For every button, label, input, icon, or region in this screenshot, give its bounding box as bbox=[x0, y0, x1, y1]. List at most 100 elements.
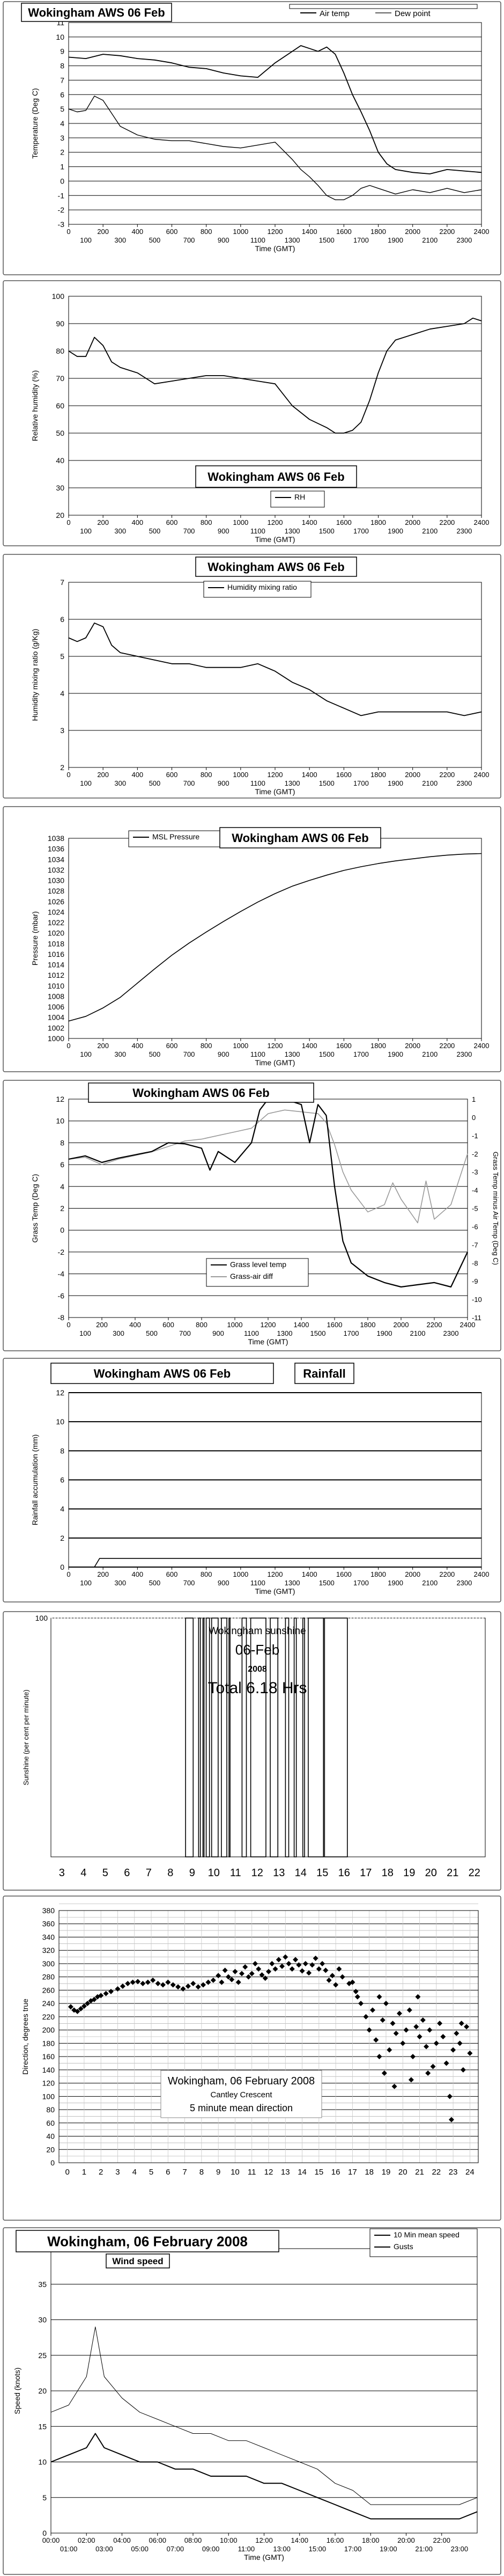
x-tick-label: 2100 bbox=[422, 236, 438, 244]
direction-point bbox=[417, 2034, 423, 2039]
x-tick-label: 1100 bbox=[250, 1050, 265, 1058]
legend bbox=[203, 581, 312, 598]
y-tick-label: 0 bbox=[60, 1226, 64, 1234]
x-axis-label: Time (GMT) bbox=[255, 1587, 295, 1596]
series-line bbox=[68, 623, 482, 716]
x-tick-label: 1500 bbox=[310, 1329, 326, 1337]
x-tick-label: 2400 bbox=[474, 771, 490, 779]
y-tick-label: 1 bbox=[60, 163, 64, 171]
chart-title: Wokingham, 06 February 2008 bbox=[47, 2233, 248, 2249]
x-tick-label: 03:00 bbox=[95, 2545, 113, 2553]
x-tick-label: 0 bbox=[66, 771, 70, 779]
chart-panel-6: 0 2 4 6 8 10 12 0 200 400 600 800 1000 1200 1400 1600 18… bbox=[3, 1358, 501, 1602]
chart-subtitle: 06-Feb bbox=[235, 1642, 279, 1658]
y-tick-label: 10 bbox=[56, 33, 64, 41]
panel-border bbox=[3, 1080, 501, 1351]
x-tick-label: 2200 bbox=[427, 1321, 442, 1329]
x-tick-label: 1000 bbox=[233, 1042, 248, 1050]
y-right-tick-label: -8 bbox=[472, 1259, 478, 1267]
x-tick-label: 20 bbox=[425, 1867, 437, 1879]
direction-point bbox=[195, 1984, 201, 1990]
sunshine-bar bbox=[285, 1618, 290, 1857]
x-tick-label: 200 bbox=[97, 518, 109, 526]
x-tick-label: 14:00 bbox=[291, 2536, 308, 2544]
x-tick-label: 500 bbox=[149, 1050, 161, 1058]
direction-point bbox=[320, 1960, 325, 1966]
direction-point bbox=[85, 2001, 91, 2007]
series-line bbox=[69, 1558, 481, 1568]
y-tick-label: -4 bbox=[58, 1270, 65, 1278]
y-right-tick-label: -2 bbox=[472, 1150, 478, 1158]
direction-point bbox=[309, 1962, 315, 1968]
direction-point bbox=[457, 2040, 463, 2046]
y-tick-label: 30 bbox=[56, 484, 64, 492]
direction-point bbox=[424, 2044, 429, 2050]
x-tick-label: 1200 bbox=[268, 228, 283, 236]
x-axis-label: Time (GMT) bbox=[255, 1058, 295, 1067]
direction-point bbox=[400, 2040, 406, 2046]
panel-border bbox=[3, 1, 501, 275]
series-line bbox=[68, 317, 482, 434]
y-tick-label: -8 bbox=[58, 1313, 65, 1322]
chart-panel-9: 051015202530354000:0002:0004:0006:0008:0… bbox=[3, 2227, 501, 2575]
y-tick-label: -3 bbox=[58, 220, 65, 229]
y-tick-label: 20 bbox=[46, 2145, 55, 2154]
x-axis-label: Time (GMT) bbox=[244, 2553, 284, 2562]
direction-point bbox=[467, 2050, 473, 2056]
x-tick-label: 1500 bbox=[319, 1050, 335, 1058]
series-line bbox=[68, 45, 482, 174]
direction-point bbox=[383, 2001, 389, 2007]
direction-point bbox=[229, 1977, 235, 1982]
direction-point bbox=[336, 1966, 342, 1972]
x-tick-label: 1500 bbox=[319, 1579, 335, 1587]
x-tick-label: 800 bbox=[201, 771, 212, 779]
x-tick-label: 1300 bbox=[285, 1579, 300, 1587]
chart-panel-3: 2 3 4 5 6 7 0 200 400 600 800 1000 1200 1400 1600 1800 2… bbox=[3, 554, 501, 799]
panel-border bbox=[3, 806, 501, 1072]
chart-title: Wokingham AWS 06 Feb bbox=[207, 470, 344, 484]
x-tick-label: 14 bbox=[295, 1867, 307, 1879]
x-tick-label: 1200 bbox=[268, 1570, 283, 1578]
x-tick-label: 1800 bbox=[370, 1042, 386, 1050]
x-tick-label: 1600 bbox=[336, 518, 352, 526]
y-axis-label: Direction, degrees true bbox=[21, 1999, 29, 2075]
direction-point bbox=[201, 1982, 206, 1988]
x-tick-label: 16 bbox=[331, 2168, 340, 2177]
series-line bbox=[68, 853, 482, 1022]
direction-point bbox=[130, 1979, 136, 1985]
y-tick-label: 1034 bbox=[48, 855, 64, 863]
panel-border bbox=[3, 2227, 501, 2575]
legend-label: Humidity mixing ratio bbox=[227, 583, 297, 591]
direction-point bbox=[323, 1967, 329, 1973]
x-tick-label: 10 bbox=[231, 2168, 240, 2177]
direction-point bbox=[235, 1979, 241, 1985]
chart-title: Wokingham AWS 06 Feb bbox=[232, 831, 368, 845]
x-tick-label: 21:00 bbox=[415, 2545, 433, 2553]
y-tick-label: 2 bbox=[60, 148, 64, 157]
y-tick-label: 10 bbox=[56, 1417, 64, 1426]
x-tick-label: 300 bbox=[113, 1329, 124, 1337]
x-tick-label: 01:00 bbox=[60, 2545, 78, 2553]
y-tick-label: 100 bbox=[35, 1614, 48, 1622]
x-tick-label: 2400 bbox=[474, 228, 490, 236]
direction-point bbox=[390, 2021, 396, 2026]
direction-point bbox=[242, 1964, 248, 1970]
x-tick-label: 22 bbox=[469, 1867, 480, 1879]
x-tick-label: 21 bbox=[447, 1867, 458, 1879]
x-tick-label: 1300 bbox=[285, 1050, 300, 1058]
x-tick-label: 15 bbox=[316, 1867, 328, 1879]
chart-title-box bbox=[219, 827, 381, 848]
direction-point bbox=[170, 1982, 176, 1988]
y-tick-label: 90 bbox=[56, 319, 64, 328]
chart-panel-8: 0204060801001201401601802002202402602803… bbox=[3, 1896, 501, 2221]
direction-point bbox=[302, 1960, 308, 1966]
y-tick-label: 6 bbox=[60, 615, 64, 624]
x-tick-label: 2100 bbox=[422, 1050, 438, 1058]
direction-point bbox=[175, 1984, 181, 1990]
x-tick-label: 18 bbox=[382, 1867, 394, 1879]
x-tick-label: 17 bbox=[360, 1867, 372, 1879]
x-tick-label: 2300 bbox=[443, 1329, 459, 1337]
direction-point bbox=[403, 2027, 409, 2033]
x-tick-label: 05:00 bbox=[131, 2545, 149, 2553]
x-tick-label: 2100 bbox=[410, 1329, 426, 1337]
